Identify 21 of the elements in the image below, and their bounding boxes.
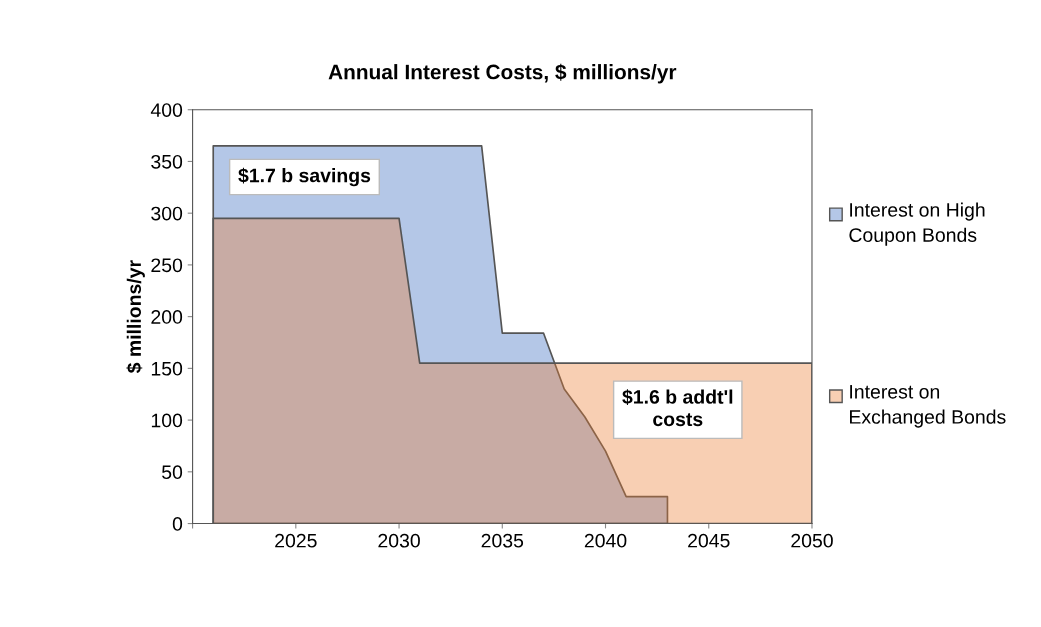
x-tick-label: 2050 bbox=[791, 533, 833, 548]
y-tick-label: 0 bbox=[172, 517, 183, 531]
x-tick-label: 2035 bbox=[481, 533, 524, 548]
y-tick-label: 50 bbox=[162, 465, 183, 480]
legend-label: Interest on Exchanged Bonds bbox=[850, 385, 1006, 428]
y-tick-label: 150 bbox=[151, 361, 183, 376]
y-tick-label: 200 bbox=[151, 310, 183, 324]
x-tick-label: 2040 bbox=[584, 533, 627, 548]
annotation: $1.6 b addt'l costs bbox=[622, 389, 733, 427]
legend-label: Interest on High Coupon Bonds bbox=[849, 202, 985, 246]
annotation: $1.7 b savings bbox=[238, 167, 371, 187]
x-tick-label: 2025 bbox=[275, 533, 317, 548]
y-tick-label: 400 bbox=[150, 103, 183, 117]
y-tick-label: 350 bbox=[151, 154, 183, 169]
y-tick-label: 250 bbox=[151, 258, 183, 273]
x-tick-label: 2045 bbox=[688, 533, 730, 548]
chart-title: Annual Interest Costs, $ millions/yr bbox=[328, 63, 677, 84]
x-tick-label: 2030 bbox=[378, 533, 420, 548]
y-axis-title: $ millions/yr bbox=[126, 260, 145, 374]
y-tick-label: 300 bbox=[151, 206, 183, 221]
y-tick-label: 100 bbox=[151, 413, 183, 428]
